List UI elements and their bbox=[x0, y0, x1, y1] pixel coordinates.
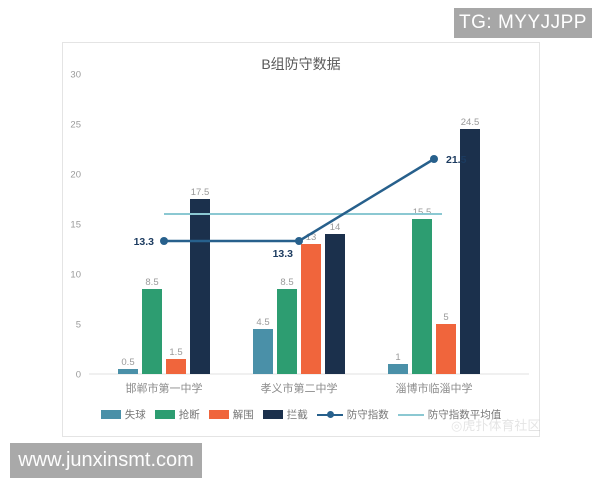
legend-bar-swatch bbox=[154, 410, 175, 419]
legend-item-抢断: 抢断 bbox=[154, 407, 200, 422]
bar-解围 bbox=[301, 244, 321, 374]
bar-抢断 bbox=[142, 289, 162, 374]
bar-value-label: 24.5 bbox=[461, 117, 480, 128]
line-marker bbox=[160, 237, 168, 245]
category-label: 邯郸市第一中学 bbox=[126, 381, 203, 395]
legend-label: 防守指数平均值 bbox=[427, 409, 502, 421]
bar-拦截 bbox=[460, 129, 480, 374]
legend-bar-swatch bbox=[208, 410, 229, 419]
legend-item-防守指数: 防守指数 bbox=[316, 407, 389, 422]
bar-失球 bbox=[253, 329, 273, 374]
bar-value-label: 13 bbox=[306, 232, 317, 243]
bar-value-label: 1 bbox=[395, 352, 400, 363]
website-url-badge: www.junxinsmt.com bbox=[10, 443, 202, 478]
bar-解围 bbox=[436, 324, 456, 374]
bar-拦截 bbox=[325, 234, 345, 374]
legend-label: 拦截 bbox=[286, 409, 308, 421]
chart-panel: B组防守数据 0 5 10 15 20 25 30 0.5 4.5 1 8.5 8.5 15.5 1.5 1… bbox=[62, 42, 540, 437]
y-tick-label: 10 bbox=[70, 270, 81, 281]
bar-value-label: 8.5 bbox=[280, 277, 293, 288]
line-value-label: 13.3 bbox=[273, 248, 294, 260]
bar-value-label: 5 bbox=[443, 312, 448, 323]
legend-line-swatch bbox=[397, 410, 424, 419]
y-tick-label: 30 bbox=[70, 70, 81, 81]
legend-line-stroke bbox=[397, 414, 424, 416]
bar-抢断 bbox=[412, 219, 432, 374]
chart-title: B组防守数据 bbox=[261, 56, 341, 72]
bar-失球 bbox=[118, 369, 138, 374]
legend-label: 失球 bbox=[124, 409, 146, 421]
bar-value-label: 1.5 bbox=[169, 347, 182, 358]
bar-value-label: 14 bbox=[330, 222, 341, 233]
tg-contact-badge: TG: MYYJJPP bbox=[454, 8, 592, 38]
line-value-label: 21.5 bbox=[446, 154, 467, 166]
chart-legend: 失球 抢断 解围 拦截 防守指数 防守指数平均值 bbox=[63, 407, 539, 422]
bar-value-label: 15.5 bbox=[413, 207, 432, 218]
legend-label: 解围 bbox=[232, 409, 254, 421]
legend-item-拦截: 拦截 bbox=[262, 407, 308, 422]
bar-拦截 bbox=[190, 199, 210, 374]
y-tick-label: 0 bbox=[76, 370, 81, 381]
legend-line-dot bbox=[326, 411, 334, 418]
legend-line-marker-swatch bbox=[316, 410, 343, 419]
line-marker bbox=[295, 237, 303, 245]
line-value-label: 13.3 bbox=[134, 236, 155, 248]
legend-item-解围: 解围 bbox=[208, 407, 254, 422]
legend-item-防守指数平均值: 防守指数平均值 bbox=[397, 407, 502, 422]
y-tick-label: 20 bbox=[70, 170, 81, 181]
y-tick-label: 15 bbox=[70, 220, 81, 231]
legend-item-失球: 失球 bbox=[100, 407, 146, 422]
legend-bar-swatch bbox=[100, 410, 121, 419]
legend-label: 抢断 bbox=[178, 409, 200, 421]
y-tick-label: 25 bbox=[70, 120, 81, 131]
bar-value-label: 4.5 bbox=[256, 317, 269, 328]
bar-value-label: 8.5 bbox=[145, 277, 158, 288]
legend-label: 防守指数 bbox=[346, 409, 389, 421]
chart-svg: 0 5 10 15 20 25 30 0.5 4.5 1 8.5 8.5 15.5 1.5 13 5 17.5 1… bbox=[70, 70, 529, 395]
y-tick-label: 5 bbox=[76, 320, 81, 331]
bar-抢断 bbox=[277, 289, 297, 374]
bar-解围 bbox=[166, 359, 186, 374]
bar-value-label: 17.5 bbox=[191, 187, 210, 198]
category-label: 孝义市第二中学 bbox=[261, 381, 338, 395]
watermark-text: ◎虎扑体育社区 bbox=[451, 418, 541, 433]
legend-bar-swatch bbox=[262, 410, 283, 419]
category-label: 淄博市临淄中学 bbox=[396, 381, 473, 395]
bar-失球 bbox=[388, 364, 408, 374]
line-marker bbox=[430, 155, 438, 163]
bar-value-label: 0.5 bbox=[121, 357, 134, 368]
